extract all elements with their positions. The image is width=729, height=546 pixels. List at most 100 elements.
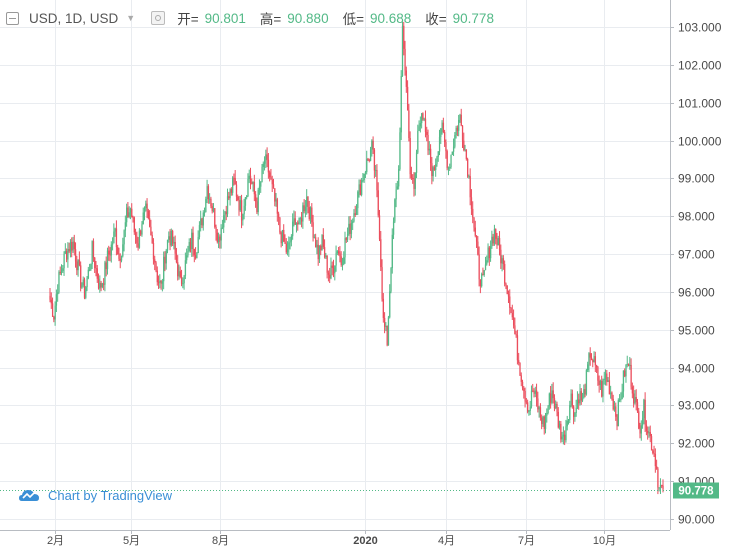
- candle-body: [262, 163, 264, 167]
- candle: [349, 216, 351, 241]
- candle-body: [239, 200, 241, 211]
- candle: [261, 164, 263, 183]
- candle: [401, 21, 404, 77]
- candle: [179, 266, 181, 279]
- candle-body: [302, 205, 304, 222]
- candle: [446, 149, 448, 171]
- candle-body: [504, 264, 506, 284]
- candle-body: [251, 181, 253, 184]
- candle-body: [535, 390, 538, 399]
- candle: [520, 372, 522, 387]
- candle: [539, 403, 542, 421]
- candle: [514, 317, 516, 335]
- chevron-down-icon[interactable]: ▼: [126, 13, 136, 23]
- candle-body: [101, 283, 104, 288]
- candle: [532, 383, 534, 393]
- candle-body: [515, 334, 517, 336]
- candle: [193, 248, 196, 263]
- candle: [277, 211, 280, 226]
- candle: [400, 70, 402, 141]
- candle-body: [200, 218, 202, 226]
- candle-body: [279, 217, 281, 233]
- candle-body: [561, 436, 563, 440]
- candle-body: [496, 238, 498, 246]
- time-axis[interactable]: 2月 5月 8月 2020 4月 7月 10月: [0, 530, 670, 546]
- candle: [53, 315, 55, 323]
- candle-body: [343, 257, 345, 265]
- candle-body: [105, 262, 107, 270]
- candle-body: [631, 386, 634, 394]
- candle-body: [594, 356, 597, 366]
- candle: [616, 414, 618, 431]
- candle-body: [317, 244, 319, 260]
- candle: [77, 259, 79, 277]
- candle-body: [131, 208, 133, 218]
- tradingview-cloud-icon: [19, 490, 39, 501]
- candle-body: [99, 282, 101, 289]
- high-label: 高=: [259, 12, 282, 27]
- candle-body: [518, 360, 520, 363]
- candle-body: [346, 234, 349, 240]
- collapse-icon[interactable]: [6, 11, 19, 25]
- candle-body: [173, 241, 175, 244]
- candle: [215, 224, 217, 241]
- candle: [442, 117, 445, 134]
- candle-body: [323, 247, 326, 258]
- candle-body: [292, 221, 294, 237]
- candle-body: [233, 177, 235, 179]
- tradingview-watermark[interactable]: Chart by TradingView: [18, 487, 172, 503]
- candle: [481, 272, 483, 288]
- candle: [459, 113, 461, 123]
- candle: [372, 136, 374, 155]
- candle-body: [348, 223, 350, 235]
- candle-body: [329, 274, 331, 279]
- candle-body: [472, 208, 474, 218]
- candle: [110, 241, 112, 263]
- candle-body: [355, 208, 358, 215]
- candle: [306, 189, 308, 215]
- candle-body: [565, 426, 567, 441]
- candle-body: [316, 244, 318, 248]
- candle: [432, 165, 434, 182]
- candle-body: [390, 268, 392, 292]
- candle: [346, 227, 349, 243]
- candle-body: [657, 468, 659, 488]
- candle: [165, 248, 167, 270]
- candle: [303, 199, 305, 214]
- candle-body: [331, 265, 333, 268]
- candle-body: [119, 258, 121, 261]
- y-tick-label: 96.000: [678, 286, 715, 300]
- candle-body: [530, 390, 533, 407]
- candle: [376, 164, 378, 198]
- candle: [603, 371, 605, 385]
- candle: [246, 194, 248, 200]
- candle: [622, 370, 625, 398]
- candle-body: [100, 282, 102, 288]
- price-axis[interactable]: 103.000 102.000 101.000 100.000 99.000 98.000…: [670, 0, 722, 530]
- candle-body: [362, 180, 364, 182]
- candle: [174, 235, 176, 260]
- candle-body: [66, 251, 68, 260]
- candle: [289, 236, 291, 250]
- candle: [445, 139, 447, 159]
- candle: [280, 231, 282, 248]
- candle-body: [96, 268, 98, 279]
- symbol-label[interactable]: USD, 1D, USD: [29, 10, 119, 26]
- candle-body: [228, 196, 230, 199]
- candle-body: [548, 393, 551, 407]
- candle-body: [140, 230, 142, 235]
- candle: [421, 112, 423, 129]
- candle-body: [509, 296, 511, 308]
- candle-body: [230, 189, 233, 193]
- candle: [145, 200, 147, 212]
- candle: [271, 175, 273, 193]
- candle: [454, 132, 456, 149]
- candle-body: [345, 238, 347, 240]
- candle: [237, 194, 239, 202]
- candle-body: [644, 399, 646, 425]
- candle-body: [662, 485, 664, 490]
- visibility-icon[interactable]: [151, 11, 166, 25]
- candle: [151, 231, 153, 244]
- candle-body: [132, 217, 134, 219]
